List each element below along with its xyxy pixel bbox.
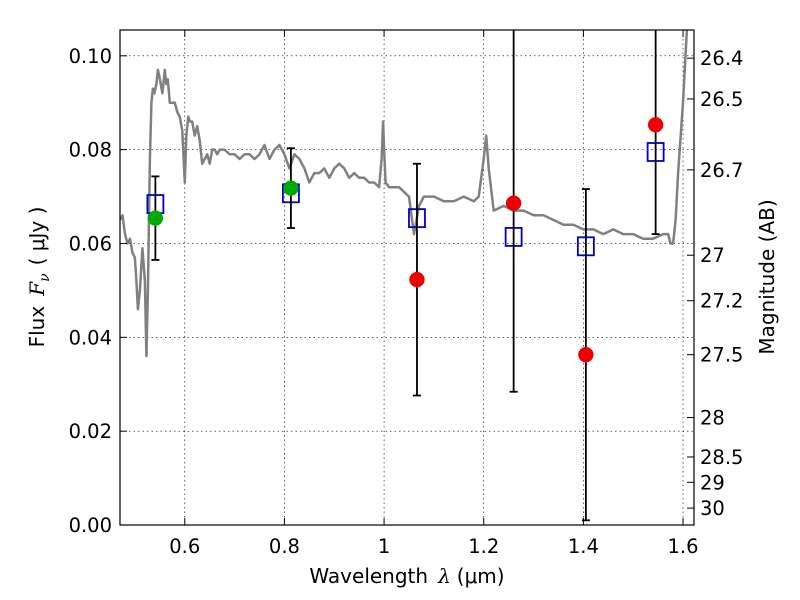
x-axis-label: Wavelength λ (μm) — [309, 564, 504, 588]
x-tick-label: 0.8 — [269, 535, 300, 558]
plot-frame — [119, 29, 695, 526]
y2-tick-label: 30 — [700, 497, 725, 520]
ticks: 0.6 0.8 1 1.2 1.4 1.6 0.00 0.02 0.04 0.06 0.08 0.10… — [69, 30, 743, 558]
observed-point — [505, 195, 522, 211]
observed-point — [283, 180, 299, 196]
y2-tick-label: 27.2 — [700, 290, 743, 313]
observed-point — [147, 210, 164, 226]
observed-point — [409, 271, 425, 288]
x-tick-label: 1.6 — [668, 535, 699, 558]
y2-tick-label: 26.5 — [700, 88, 743, 111]
x-tick-label: 1 — [378, 535, 390, 558]
model-spectrum-line — [120, 30, 689, 358]
y2-tick-label: 27 — [700, 244, 725, 267]
y-tick-label: 0.00 — [69, 514, 112, 537]
y2-tick-label: 29 — [700, 471, 725, 494]
observed-point — [578, 346, 594, 363]
x-tick-label: 0.6 — [169, 535, 200, 558]
y-tick-label: 0.04 — [69, 326, 112, 349]
y-tick-label: 0.08 — [69, 139, 112, 162]
plot-area — [120, 30, 689, 522]
y-tick-label: 0.06 — [69, 232, 112, 255]
y2-tick-label: 28.5 — [700, 446, 743, 469]
x-tick-label: 1.4 — [568, 535, 599, 558]
y2-tick-label: 26.4 — [700, 47, 743, 70]
y2-axis-label: Magnitude (AB) — [755, 199, 779, 354]
x-tick-label: 1.2 — [468, 535, 499, 558]
y-tick-label: 0.02 — [69, 420, 112, 443]
grid-lines — [120, 30, 694, 526]
y2-tick-label: 28 — [700, 407, 725, 430]
observed-point — [647, 117, 664, 133]
y-tick-label: 0.10 — [69, 45, 112, 68]
y2-tick-label: 27.5 — [700, 344, 743, 367]
y-axis-label: FluxFν( μJy ) — [25, 207, 53, 348]
y2-tick-label: 26.7 — [700, 159, 743, 182]
